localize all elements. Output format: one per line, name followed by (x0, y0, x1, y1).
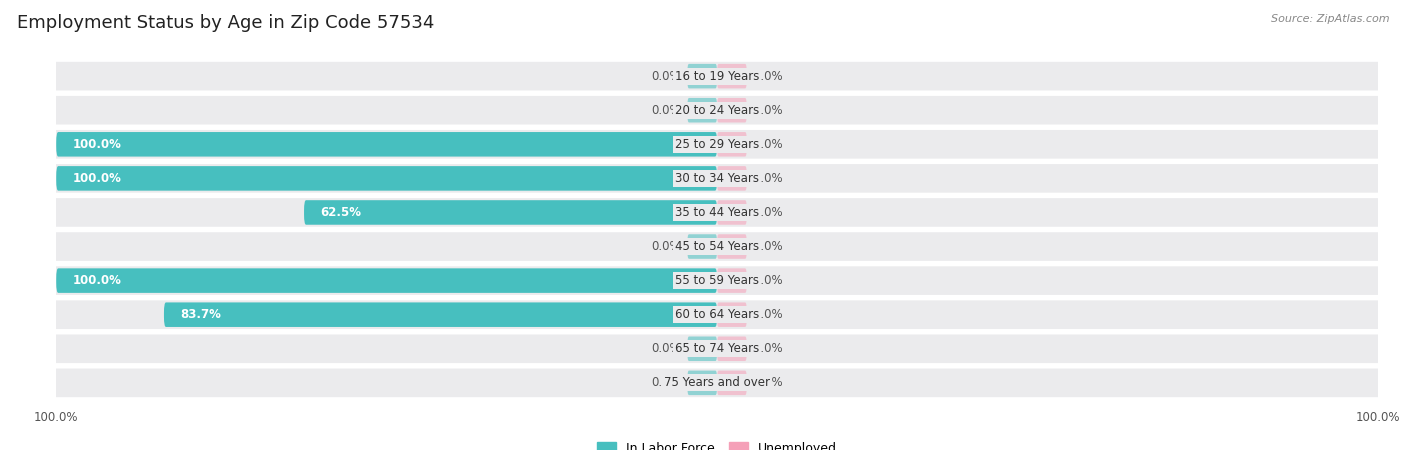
Text: 0.0%: 0.0% (651, 376, 681, 389)
FancyBboxPatch shape (56, 268, 717, 293)
FancyBboxPatch shape (49, 198, 1385, 227)
Text: 0.0%: 0.0% (754, 172, 783, 185)
FancyBboxPatch shape (717, 337, 747, 361)
Text: 60 to 64 Years: 60 to 64 Years (675, 308, 759, 321)
Text: 55 to 59 Years: 55 to 59 Years (675, 274, 759, 287)
Text: 25 to 29 Years: 25 to 29 Years (675, 138, 759, 151)
FancyBboxPatch shape (49, 334, 1385, 363)
Text: Employment Status by Age in Zip Code 57534: Employment Status by Age in Zip Code 575… (17, 14, 434, 32)
Text: 20 to 24 Years: 20 to 24 Years (675, 104, 759, 117)
FancyBboxPatch shape (688, 337, 717, 361)
FancyBboxPatch shape (165, 302, 717, 327)
Text: 83.7%: 83.7% (180, 308, 221, 321)
FancyBboxPatch shape (304, 200, 717, 225)
Text: 0.0%: 0.0% (754, 70, 783, 83)
Text: Source: ZipAtlas.com: Source: ZipAtlas.com (1271, 14, 1389, 23)
Text: 75 Years and over: 75 Years and over (664, 376, 770, 389)
Text: 0.0%: 0.0% (754, 308, 783, 321)
FancyBboxPatch shape (49, 301, 1385, 329)
FancyBboxPatch shape (688, 371, 717, 395)
Text: 0.0%: 0.0% (651, 70, 681, 83)
FancyBboxPatch shape (717, 302, 747, 327)
FancyBboxPatch shape (717, 371, 747, 395)
FancyBboxPatch shape (717, 268, 747, 293)
Text: 0.0%: 0.0% (754, 206, 783, 219)
Text: 45 to 54 Years: 45 to 54 Years (675, 240, 759, 253)
FancyBboxPatch shape (688, 234, 717, 259)
Text: 100.0%: 100.0% (73, 138, 122, 151)
FancyBboxPatch shape (49, 164, 1385, 193)
Text: 0.0%: 0.0% (754, 376, 783, 389)
FancyBboxPatch shape (717, 200, 747, 225)
FancyBboxPatch shape (717, 132, 747, 157)
FancyBboxPatch shape (49, 96, 1385, 125)
FancyBboxPatch shape (49, 62, 1385, 90)
FancyBboxPatch shape (49, 266, 1385, 295)
Legend: In Labor Force, Unemployed: In Labor Force, Unemployed (598, 442, 837, 450)
Text: 0.0%: 0.0% (754, 138, 783, 151)
Text: 65 to 74 Years: 65 to 74 Years (675, 342, 759, 355)
Text: 62.5%: 62.5% (321, 206, 361, 219)
FancyBboxPatch shape (49, 130, 1385, 158)
Text: 0.0%: 0.0% (754, 104, 783, 117)
FancyBboxPatch shape (717, 98, 747, 122)
Text: 35 to 44 Years: 35 to 44 Years (675, 206, 759, 219)
Text: 0.0%: 0.0% (754, 274, 783, 287)
Text: 0.0%: 0.0% (651, 240, 681, 253)
Text: 16 to 19 Years: 16 to 19 Years (675, 70, 759, 83)
FancyBboxPatch shape (688, 98, 717, 122)
Text: 100.0%: 100.0% (73, 274, 122, 287)
FancyBboxPatch shape (56, 132, 717, 157)
FancyBboxPatch shape (49, 232, 1385, 261)
Text: 0.0%: 0.0% (754, 342, 783, 355)
Text: 0.0%: 0.0% (651, 342, 681, 355)
Text: 0.0%: 0.0% (651, 104, 681, 117)
Text: 0.0%: 0.0% (754, 240, 783, 253)
FancyBboxPatch shape (717, 166, 747, 191)
FancyBboxPatch shape (717, 234, 747, 259)
Text: 100.0%: 100.0% (73, 172, 122, 185)
FancyBboxPatch shape (688, 64, 717, 88)
FancyBboxPatch shape (49, 369, 1385, 397)
FancyBboxPatch shape (717, 64, 747, 88)
FancyBboxPatch shape (56, 166, 717, 191)
Text: 30 to 34 Years: 30 to 34 Years (675, 172, 759, 185)
